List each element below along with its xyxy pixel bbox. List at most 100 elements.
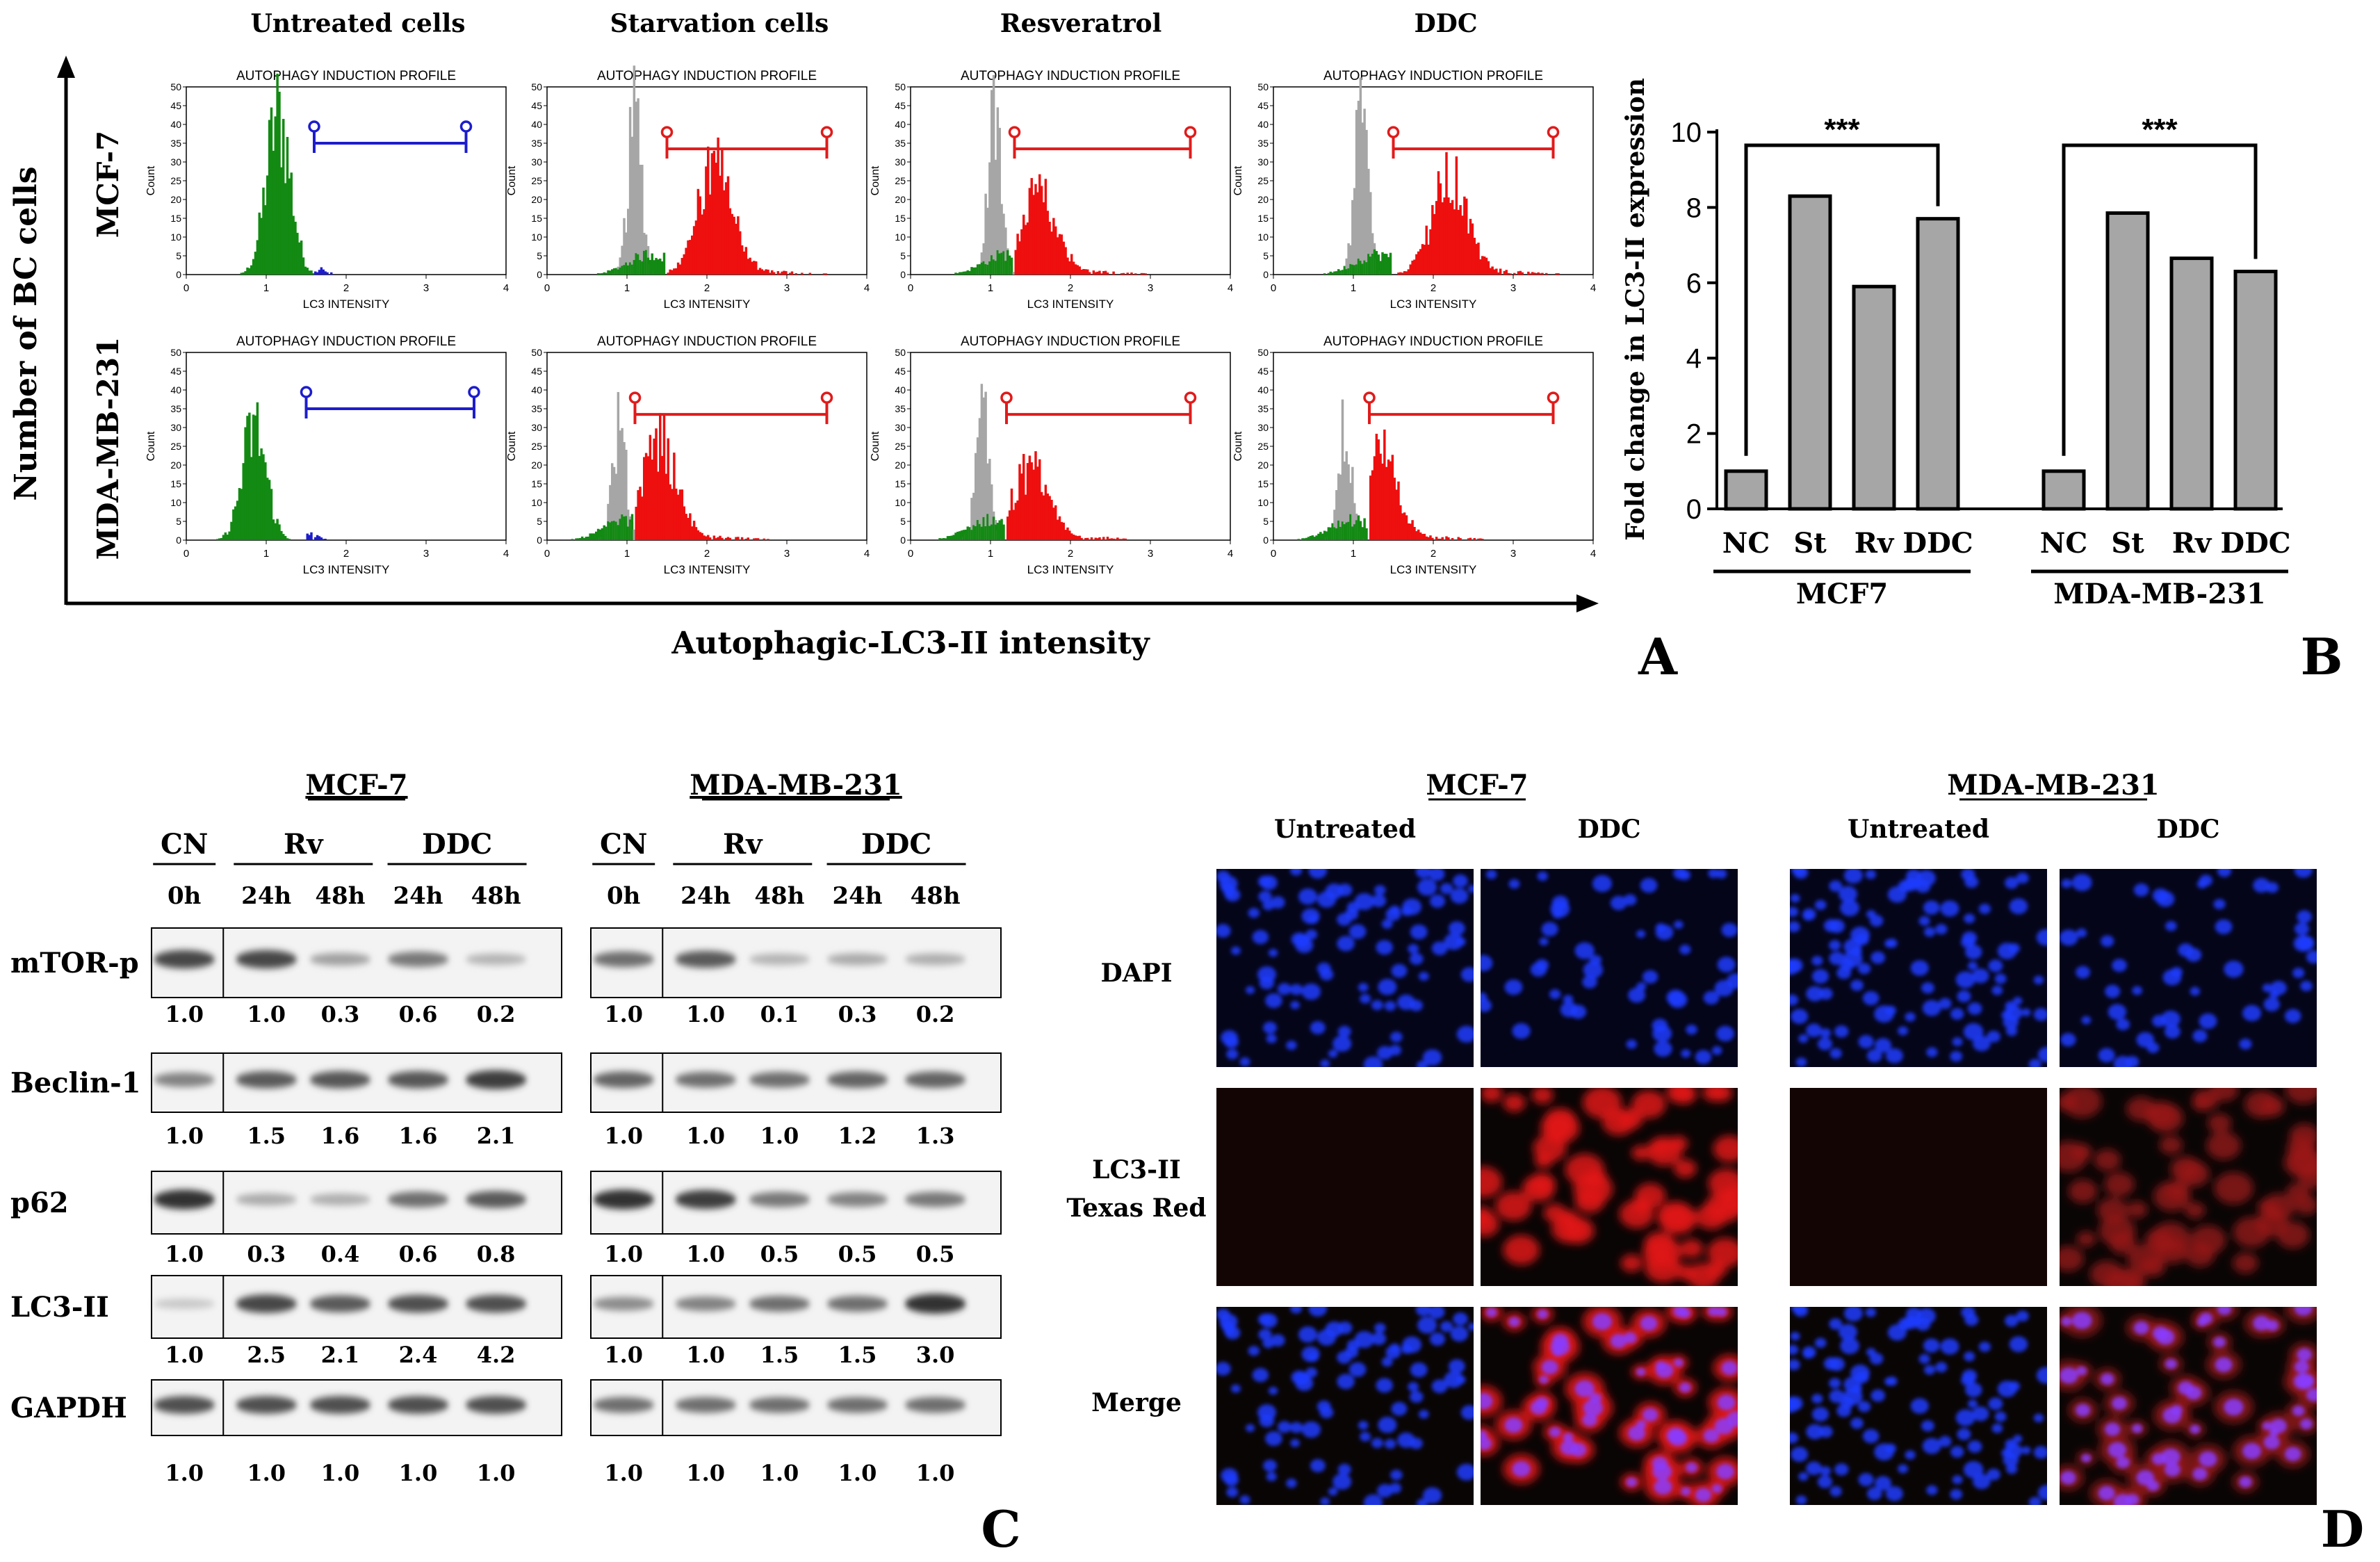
band-value: 1.5 [760,1342,799,1368]
protein-label: GAPDH [10,1392,127,1424]
gray-bin [998,127,1001,275]
red-bin [1527,271,1530,275]
tile-content [1216,1088,1474,1286]
nucleus [1795,1495,1807,1505]
nucleus [1711,1046,1722,1055]
nucleus [1317,962,1331,975]
red-bin [822,273,826,275]
nucleus [1918,916,1930,926]
nucleus [1840,1397,1855,1409]
red-cell [2060,1246,2084,1272]
red-bin [744,247,748,275]
nucleus [1440,1321,1453,1333]
nucleus [1563,1433,1574,1442]
band-value: 1.0 [165,1241,204,1267]
red-bin [1467,233,1470,275]
nucleus [1686,1024,1697,1035]
x-tick-label: 4 [1228,548,1233,560]
x-tick-label: 0 [908,282,913,294]
nucleus [1910,960,1929,976]
red-cell [2159,1135,2183,1155]
gray-bin [1347,464,1350,540]
x-tick-label: 2 [1068,548,1073,560]
histogram-mda-starvation: AUTOPHAGY INDUCTION PROFILECount05101520… [506,334,870,576]
y-tick-label: 25 [170,441,181,452]
green-bin [596,528,600,540]
y-tick-label: 45 [895,366,906,377]
red-cell [1673,1159,1697,1178]
nucleus [1988,1397,2003,1410]
protein-band [387,1071,449,1089]
nucleus [1811,956,1823,966]
nucleus [2192,1030,2208,1043]
green-bin [598,273,602,275]
green-bin [1339,270,1342,275]
green-bin [240,489,243,540]
green-bin [952,535,955,540]
red-bin [644,453,648,540]
red-signal [1481,1088,1738,1286]
nucleus [1381,1357,1393,1367]
red-bin [1413,527,1416,540]
y-tick-label: 30 [1257,422,1269,433]
nucleus [2156,1328,2175,1345]
green-bin [959,531,961,540]
tile-content [2060,869,2317,1067]
red-cell [2185,1201,2206,1219]
red-bin [1541,272,1544,275]
red-bin [1423,245,1426,275]
red-bin [1114,539,1117,540]
green-bin [276,519,279,540]
red-cell [2210,1088,2239,1102]
nucleus [2297,910,2312,923]
nucleus [1354,1331,1374,1349]
nucleus [2213,1337,2226,1348]
band-value: 1.5 [838,1342,877,1368]
nucleus [1574,942,1595,959]
histogram-title: AUTOPHAGY INDUCTION PROFILE [961,334,1180,349]
y-tick-label: 10 [531,497,542,508]
tile-content [1481,869,1738,1064]
gray-bin [988,459,991,540]
red-bin [1483,256,1486,275]
red-bin [678,264,682,275]
nucleus [1884,1443,1897,1454]
group-label-cn: CN [161,828,208,861]
red-bin [1393,478,1396,540]
y-tick-label: 15 [1257,213,1269,224]
red-bin [1086,269,1089,275]
green-bin [1337,520,1340,540]
blot-title: MCF-7 [305,769,407,802]
bar-group-mcf7: NC St Rv DDC***MCF7 [1713,113,1973,610]
green-bin [964,529,968,540]
nucleus [2160,1448,2181,1465]
red-bin [1104,270,1107,275]
nucleus [1448,921,1465,936]
nucleus [2215,919,2233,934]
green-bin [276,74,279,275]
green-bin [252,259,255,275]
red-bin [1477,538,1480,540]
significance-bracket [1744,143,1940,456]
red-bin [692,226,696,275]
nucleus [1550,900,1570,918]
bar-rv [1852,284,1896,511]
bar-rv [2169,257,2214,511]
red-bin [756,270,760,275]
red-bin [1084,537,1087,540]
red-bin [1411,260,1414,275]
dapi-signal [1481,1307,1738,1502]
protein-band [154,1072,215,1087]
red-cell [1620,1254,1643,1272]
blue-bin [320,267,323,275]
red-bin [1028,188,1032,275]
green-bin [980,526,984,540]
band-value: 0.3 [838,1001,877,1027]
nucleus [1583,1399,1604,1417]
green-bin [1371,254,1374,275]
bar-chart-y-tick-label: 4 [1686,343,1702,374]
nucleus [2262,984,2272,993]
red-cell [1679,1239,1704,1258]
nucleus [1337,1321,1353,1335]
